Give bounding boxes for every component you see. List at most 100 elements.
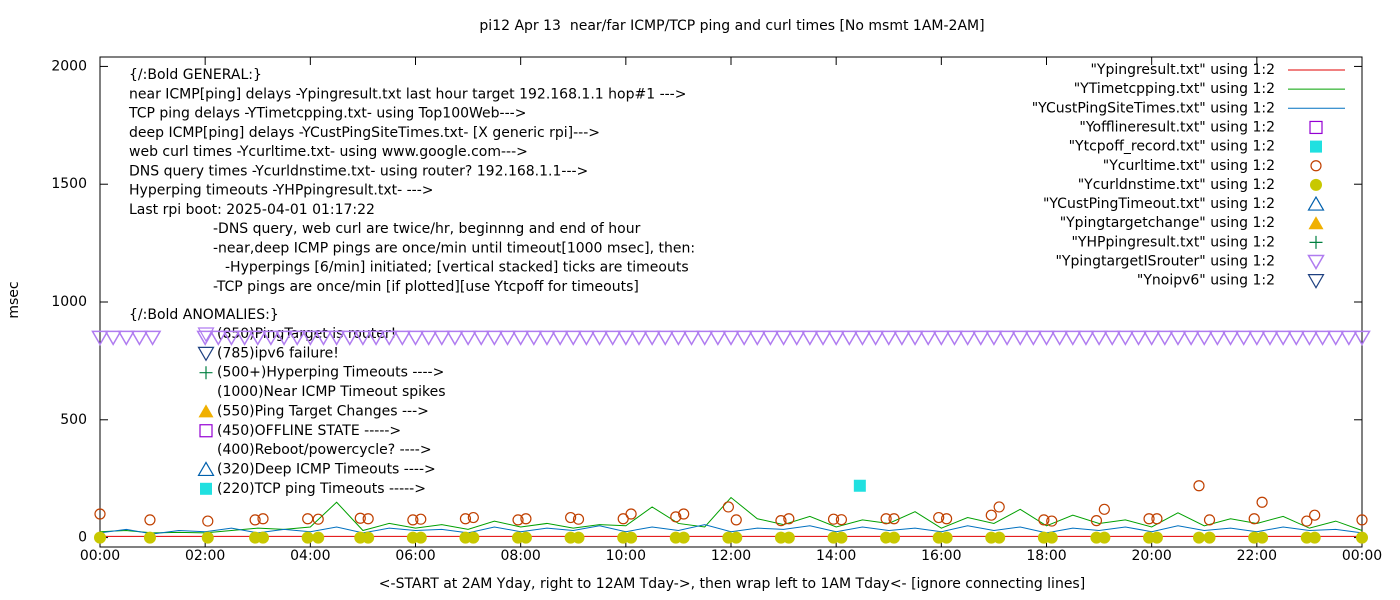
data-point xyxy=(262,330,280,346)
data-point xyxy=(1116,330,1135,346)
data-point xyxy=(257,513,269,525)
legend-label: "Ycurldnstime.txt" using 1:2 xyxy=(1078,177,1275,193)
data-point xyxy=(1301,515,1313,527)
x-tick-label: 00:00 xyxy=(1342,548,1382,564)
data-point xyxy=(919,330,937,346)
legend-label: "Ypingtargetchange" using 1:2 xyxy=(1060,215,1275,231)
data-point xyxy=(201,531,214,544)
data-point xyxy=(1234,330,1253,346)
legend-label: "Ynoipv6" using 1:2 xyxy=(1137,273,1275,289)
data-point xyxy=(577,330,596,346)
data-point xyxy=(362,531,375,544)
data-point xyxy=(1150,531,1163,544)
legend-swatch xyxy=(1307,274,1325,289)
data-point xyxy=(520,513,532,525)
data-point xyxy=(1313,330,1332,346)
data-point xyxy=(625,508,637,520)
x-tick-label: 00:00 xyxy=(80,548,120,564)
legend-label: "Yofflineresult.txt" using 1:2 xyxy=(1079,119,1275,135)
annotation: DNS query times -Ycurldnstime.txt- using… xyxy=(129,163,588,179)
data-point xyxy=(301,330,320,346)
legend-label: "YHPpingresult.txt" using 1:2 xyxy=(1071,234,1275,250)
data-point xyxy=(775,515,787,527)
data-point xyxy=(1077,330,1095,346)
data-point xyxy=(677,531,690,544)
series-line xyxy=(99,524,1363,535)
data-point xyxy=(143,330,162,346)
annotation: -near,deep ICMP pings are once/min until… xyxy=(213,240,695,256)
data-point xyxy=(511,330,530,346)
data-point xyxy=(525,330,543,346)
data-point xyxy=(888,531,901,544)
data-point xyxy=(1326,330,1345,346)
data-point xyxy=(485,330,504,346)
data-point xyxy=(314,330,333,346)
data-point xyxy=(730,514,742,526)
x-tick-label: 10:00 xyxy=(606,548,646,564)
data-point xyxy=(312,513,324,525)
data-point xyxy=(906,330,924,346)
data-point xyxy=(787,330,806,346)
data-point xyxy=(467,511,479,524)
data-point xyxy=(735,330,753,346)
data-point xyxy=(91,330,109,346)
data-point xyxy=(993,501,1005,513)
data-point xyxy=(940,531,953,544)
legend-swatch xyxy=(1310,178,1322,191)
data-point xyxy=(340,330,359,346)
data-point xyxy=(1309,509,1321,521)
annotation: (550)Ping Target Changes ---> xyxy=(217,403,429,419)
legend-swatch xyxy=(1307,195,1325,211)
data-point xyxy=(362,513,374,525)
data-point xyxy=(669,330,688,346)
y-tick-label: 500 xyxy=(60,412,87,428)
data-point xyxy=(275,330,293,346)
data-point xyxy=(1046,515,1058,527)
x-tick-label: 08:00 xyxy=(500,548,540,564)
data-point xyxy=(393,330,412,346)
data-point xyxy=(630,330,648,346)
data-point xyxy=(1103,330,1122,346)
annotation: (785)ipv6 failure! xyxy=(217,345,339,361)
data-point xyxy=(835,531,848,544)
data-point xyxy=(1353,330,1371,346)
data-point xyxy=(1261,330,1279,346)
data-point xyxy=(1024,330,1043,346)
annotation: (400)Reboot/powercycle? ----> xyxy=(217,442,432,458)
data-point xyxy=(130,330,149,346)
data-point xyxy=(519,531,532,544)
data-point xyxy=(1195,330,1214,346)
data-point xyxy=(407,514,419,526)
data-point xyxy=(1090,515,1103,527)
data-point xyxy=(1308,531,1321,544)
data-point xyxy=(104,330,122,346)
data-point xyxy=(853,479,866,492)
legend-label: "YCustPingTimeout.txt" using 1:2 xyxy=(1043,196,1275,212)
data-point xyxy=(993,531,1006,544)
legend-label: "Ycurltime.txt" using 1:2 xyxy=(1103,158,1275,174)
data-point xyxy=(415,513,427,525)
x-tick-label: 06:00 xyxy=(395,548,435,564)
data-point xyxy=(893,330,911,346)
legend-swatch xyxy=(1307,254,1325,271)
y-axis-label: msec xyxy=(6,281,22,318)
key-symbol xyxy=(197,327,215,343)
data-point xyxy=(414,531,427,544)
data-point xyxy=(643,330,661,346)
data-point xyxy=(1248,330,1266,346)
data-point xyxy=(202,515,214,527)
legend-swatch xyxy=(1310,140,1322,153)
data-point xyxy=(840,330,859,346)
data-point xyxy=(998,330,1016,346)
data-point xyxy=(538,330,556,346)
data-point xyxy=(551,330,569,346)
data-point xyxy=(1063,330,1082,346)
data-point xyxy=(1151,513,1163,525)
x-tick-label: 04:00 xyxy=(290,548,330,564)
data-point xyxy=(835,514,848,526)
y-tick-label: 1500 xyxy=(51,176,87,192)
data-point xyxy=(144,514,156,526)
data-point xyxy=(1248,513,1260,525)
data-point xyxy=(1129,330,1148,346)
